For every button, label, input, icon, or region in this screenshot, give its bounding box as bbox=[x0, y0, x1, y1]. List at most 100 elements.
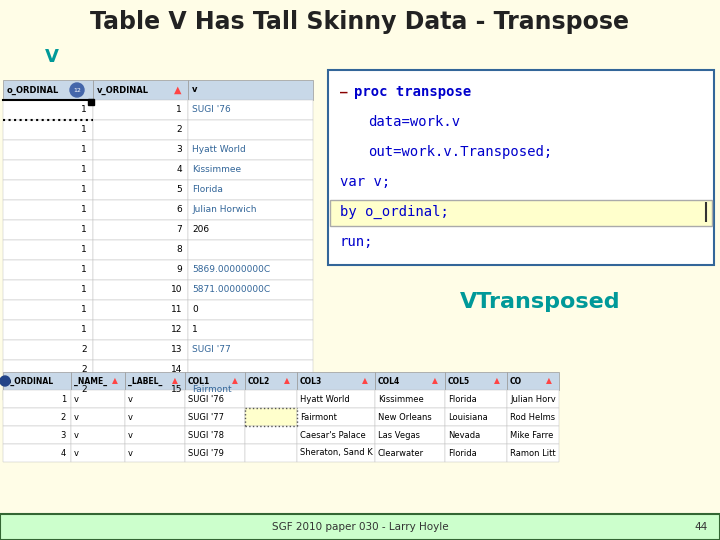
Bar bbox=[3, 320, 93, 340]
Text: Clearwater: Clearwater bbox=[378, 449, 424, 457]
Bar bbox=[93, 220, 188, 240]
Bar bbox=[245, 426, 297, 444]
Text: Mike Farre: Mike Farre bbox=[510, 430, 554, 440]
Text: Table V Has Tall Skinny Data - Transpose: Table V Has Tall Skinny Data - Transpose bbox=[91, 10, 629, 34]
Text: by o_ordinal;: by o_ordinal; bbox=[340, 205, 449, 219]
Text: 1: 1 bbox=[81, 125, 87, 134]
Text: 1: 1 bbox=[81, 246, 87, 254]
Text: Julian Horwich: Julian Horwich bbox=[192, 206, 256, 214]
Bar bbox=[245, 408, 297, 426]
Text: ▲: ▲ bbox=[432, 376, 438, 386]
Bar bbox=[188, 160, 313, 180]
Text: Ramon Litt: Ramon Litt bbox=[510, 449, 556, 457]
Bar bbox=[188, 100, 313, 120]
Text: SUGI '77: SUGI '77 bbox=[192, 346, 230, 354]
Bar bbox=[188, 300, 313, 320]
Bar bbox=[93, 80, 188, 100]
Text: 2: 2 bbox=[81, 366, 87, 375]
Bar bbox=[297, 426, 375, 444]
Text: v: v bbox=[128, 430, 133, 440]
Bar bbox=[507, 390, 559, 408]
Bar bbox=[188, 200, 313, 220]
Text: v_ORDINAL: v_ORDINAL bbox=[97, 85, 149, 94]
Bar bbox=[188, 380, 313, 400]
Text: COL5: COL5 bbox=[448, 376, 470, 386]
Text: SGF 2010 paper 030 - Larry Hoyle: SGF 2010 paper 030 - Larry Hoyle bbox=[271, 522, 449, 532]
Text: 1: 1 bbox=[60, 395, 66, 403]
Bar bbox=[445, 444, 507, 462]
Bar bbox=[125, 372, 185, 390]
Text: 1: 1 bbox=[176, 105, 182, 114]
Text: ▲: ▲ bbox=[362, 376, 368, 386]
Bar bbox=[93, 240, 188, 260]
Text: var v;: var v; bbox=[340, 175, 390, 189]
Bar bbox=[3, 160, 93, 180]
Bar bbox=[375, 390, 445, 408]
Text: v: v bbox=[74, 430, 79, 440]
Text: 2: 2 bbox=[60, 413, 66, 422]
Bar bbox=[188, 120, 313, 140]
Bar bbox=[93, 380, 188, 400]
Text: v: v bbox=[74, 413, 79, 422]
Bar bbox=[375, 372, 445, 390]
Bar bbox=[0, 514, 720, 540]
Bar bbox=[93, 340, 188, 360]
Circle shape bbox=[0, 376, 10, 386]
Text: Sheraton, Sand K: Sheraton, Sand K bbox=[300, 449, 373, 457]
Text: 44: 44 bbox=[695, 522, 708, 532]
Bar bbox=[375, 408, 445, 426]
Text: 1: 1 bbox=[81, 326, 87, 334]
Bar bbox=[188, 280, 313, 300]
Bar bbox=[375, 444, 445, 462]
Text: 1: 1 bbox=[81, 306, 87, 314]
Bar bbox=[245, 390, 297, 408]
Bar bbox=[93, 180, 188, 200]
Bar bbox=[185, 390, 245, 408]
Bar bbox=[445, 426, 507, 444]
Text: v: v bbox=[192, 85, 197, 94]
Text: Fairmont: Fairmont bbox=[192, 386, 232, 395]
Bar bbox=[3, 390, 71, 408]
Text: out=work.v.Transposed;: out=work.v.Transposed; bbox=[368, 145, 552, 159]
Text: ▲: ▲ bbox=[174, 85, 181, 95]
Text: ▲: ▲ bbox=[112, 376, 118, 386]
Text: 4: 4 bbox=[176, 165, 182, 174]
Bar bbox=[188, 80, 313, 100]
Text: 1: 1 bbox=[81, 165, 87, 174]
Circle shape bbox=[70, 83, 84, 97]
Bar bbox=[71, 408, 125, 426]
Text: Hyatt World: Hyatt World bbox=[300, 395, 350, 403]
Text: ▲: ▲ bbox=[172, 376, 178, 386]
Bar bbox=[3, 426, 71, 444]
Text: Kissimmee: Kissimmee bbox=[192, 165, 241, 174]
Text: SUGI '79: SUGI '79 bbox=[188, 449, 224, 457]
Text: 1: 1 bbox=[81, 206, 87, 214]
Text: 10: 10 bbox=[171, 286, 182, 294]
Bar bbox=[93, 280, 188, 300]
Bar bbox=[507, 372, 559, 390]
Text: COL2: COL2 bbox=[248, 376, 270, 386]
Bar bbox=[3, 220, 93, 240]
Text: SUGI '76: SUGI '76 bbox=[188, 395, 224, 403]
Bar bbox=[185, 444, 245, 462]
Bar bbox=[93, 120, 188, 140]
Bar bbox=[93, 100, 188, 120]
Bar bbox=[93, 360, 188, 380]
Text: 2: 2 bbox=[176, 125, 182, 134]
Bar bbox=[507, 426, 559, 444]
Text: New Orleans: New Orleans bbox=[378, 413, 432, 422]
Bar bbox=[3, 408, 71, 426]
Text: SUGI '78: SUGI '78 bbox=[188, 430, 224, 440]
Bar bbox=[330, 200, 712, 226]
Bar bbox=[188, 260, 313, 280]
Text: V: V bbox=[45, 48, 59, 66]
Text: 2: 2 bbox=[81, 386, 87, 395]
Text: ▲: ▲ bbox=[546, 376, 552, 386]
Text: 206: 206 bbox=[192, 226, 209, 234]
Bar bbox=[3, 372, 71, 390]
Text: _LABEL_: _LABEL_ bbox=[128, 376, 163, 386]
Text: o_ORDINAL: o_ORDINAL bbox=[7, 85, 59, 94]
Text: 5871.00000000C: 5871.00000000C bbox=[192, 286, 270, 294]
Text: Florida: Florida bbox=[192, 186, 223, 194]
Bar bbox=[188, 360, 313, 380]
